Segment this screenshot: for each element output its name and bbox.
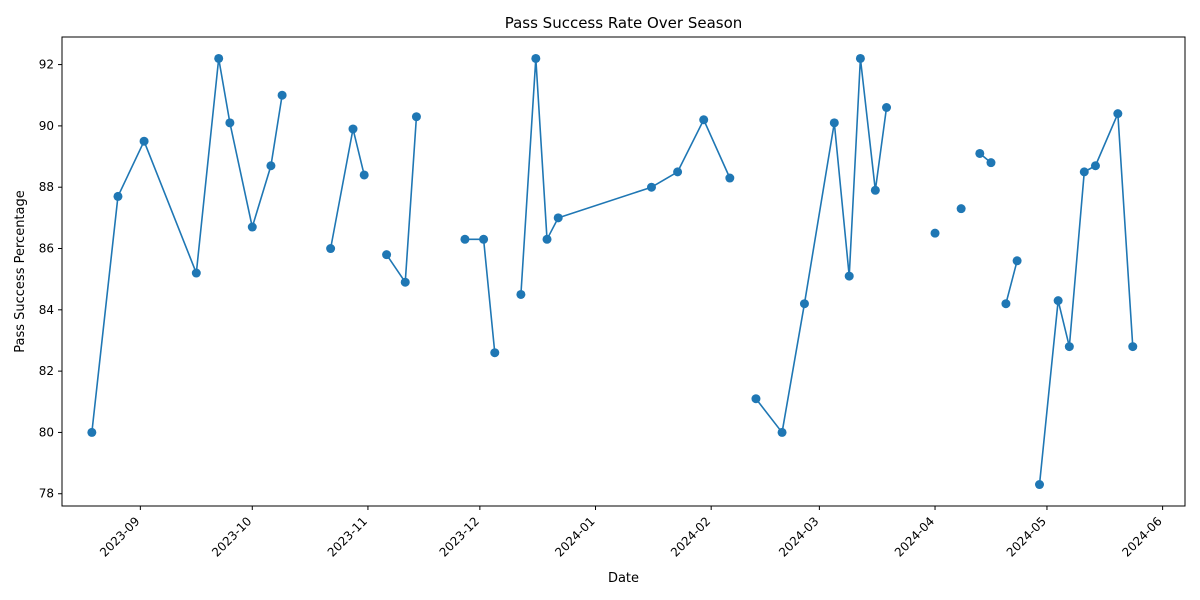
data-point: [139, 136, 149, 146]
data-point: [751, 394, 761, 404]
x-tick-label: 2024-01: [552, 514, 597, 559]
y-tick-label: 90: [39, 119, 54, 133]
data-point: [673, 167, 683, 177]
data-point: [1064, 342, 1074, 352]
data-point: [277, 90, 287, 100]
data-point: [1090, 161, 1100, 171]
x-tick-label: 2024-04: [892, 514, 937, 559]
data-point: [725, 173, 735, 183]
y-axis-title: Pass Success Percentage: [13, 190, 28, 353]
data-point: [542, 234, 552, 244]
data-point: [400, 277, 410, 287]
data-point: [460, 234, 470, 244]
data-point: [699, 115, 709, 125]
data-point: [646, 182, 656, 192]
data-point: [113, 191, 123, 201]
series-line: [464, 238, 496, 353]
series-line: [91, 57, 283, 433]
x-tick-label: 2023-10: [209, 514, 254, 559]
y-tick-label: 80: [39, 425, 54, 439]
data-point: [1035, 480, 1044, 490]
data-point: [844, 271, 854, 281]
data-point: [266, 161, 276, 171]
y-tick-label: 92: [39, 58, 54, 72]
data-point: [956, 204, 966, 214]
data-point: [247, 222, 257, 232]
x-tick-label: 2023-11: [325, 514, 370, 559]
data-point: [986, 158, 996, 168]
data-point: [1113, 109, 1123, 119]
data-point: [214, 53, 224, 63]
data-point: [975, 148, 985, 158]
plot-area: 78 80 82 84 86 88 90 92 2023-09 2023-10 2023-11 202…: [39, 36, 1186, 560]
y-tick-label: 86: [39, 242, 54, 256]
series-line: [520, 57, 731, 295]
x-tick-label: 2023-12: [437, 514, 482, 559]
series-line: [1005, 260, 1018, 304]
data-point: [882, 103, 892, 112]
data-point: [359, 170, 369, 180]
data-point: [1079, 167, 1089, 177]
data-point: [191, 268, 201, 278]
series-line: [329, 128, 365, 249]
data-point: [799, 299, 809, 309]
data-point: [1012, 256, 1022, 266]
x-tick-label: 2024-03: [776, 514, 821, 559]
plot-frame: [61, 36, 1186, 507]
data-point: [777, 427, 787, 437]
x-axis-title: Date: [608, 571, 639, 586]
y-tick-label: 88: [39, 180, 54, 194]
data-point: [829, 118, 839, 128]
x-tick-label: 2024-02: [668, 514, 713, 559]
data-point: [870, 185, 880, 195]
data-point: [553, 213, 563, 223]
data-point: [516, 289, 526, 299]
data-point: [326, 244, 336, 254]
data-point: [411, 112, 421, 122]
data-point: [348, 124, 358, 134]
x-tick-label: 2023-09: [97, 514, 142, 559]
data-point: [1053, 296, 1063, 306]
series-line: [385, 116, 418, 284]
data-point: [1128, 342, 1138, 352]
data-point: [225, 118, 235, 128]
y-tick-label: 82: [39, 364, 54, 378]
series-line: [755, 57, 888, 434]
y-tick-label: 84: [39, 303, 54, 317]
data-point: [855, 53, 865, 63]
data-point: [382, 250, 392, 260]
y-tick-label: 78: [39, 487, 54, 501]
data-point: [479, 234, 489, 244]
x-tick-label: 2024-05: [1004, 514, 1049, 559]
data-point: [87, 427, 97, 437]
chart-title: Pass Success Rate Over Season: [505, 14, 743, 32]
x-tick-label: 2024-06: [1119, 514, 1164, 559]
data-point: [930, 228, 940, 238]
data-point: [531, 53, 541, 63]
data-point: [1001, 299, 1011, 309]
data-point: [490, 348, 500, 358]
